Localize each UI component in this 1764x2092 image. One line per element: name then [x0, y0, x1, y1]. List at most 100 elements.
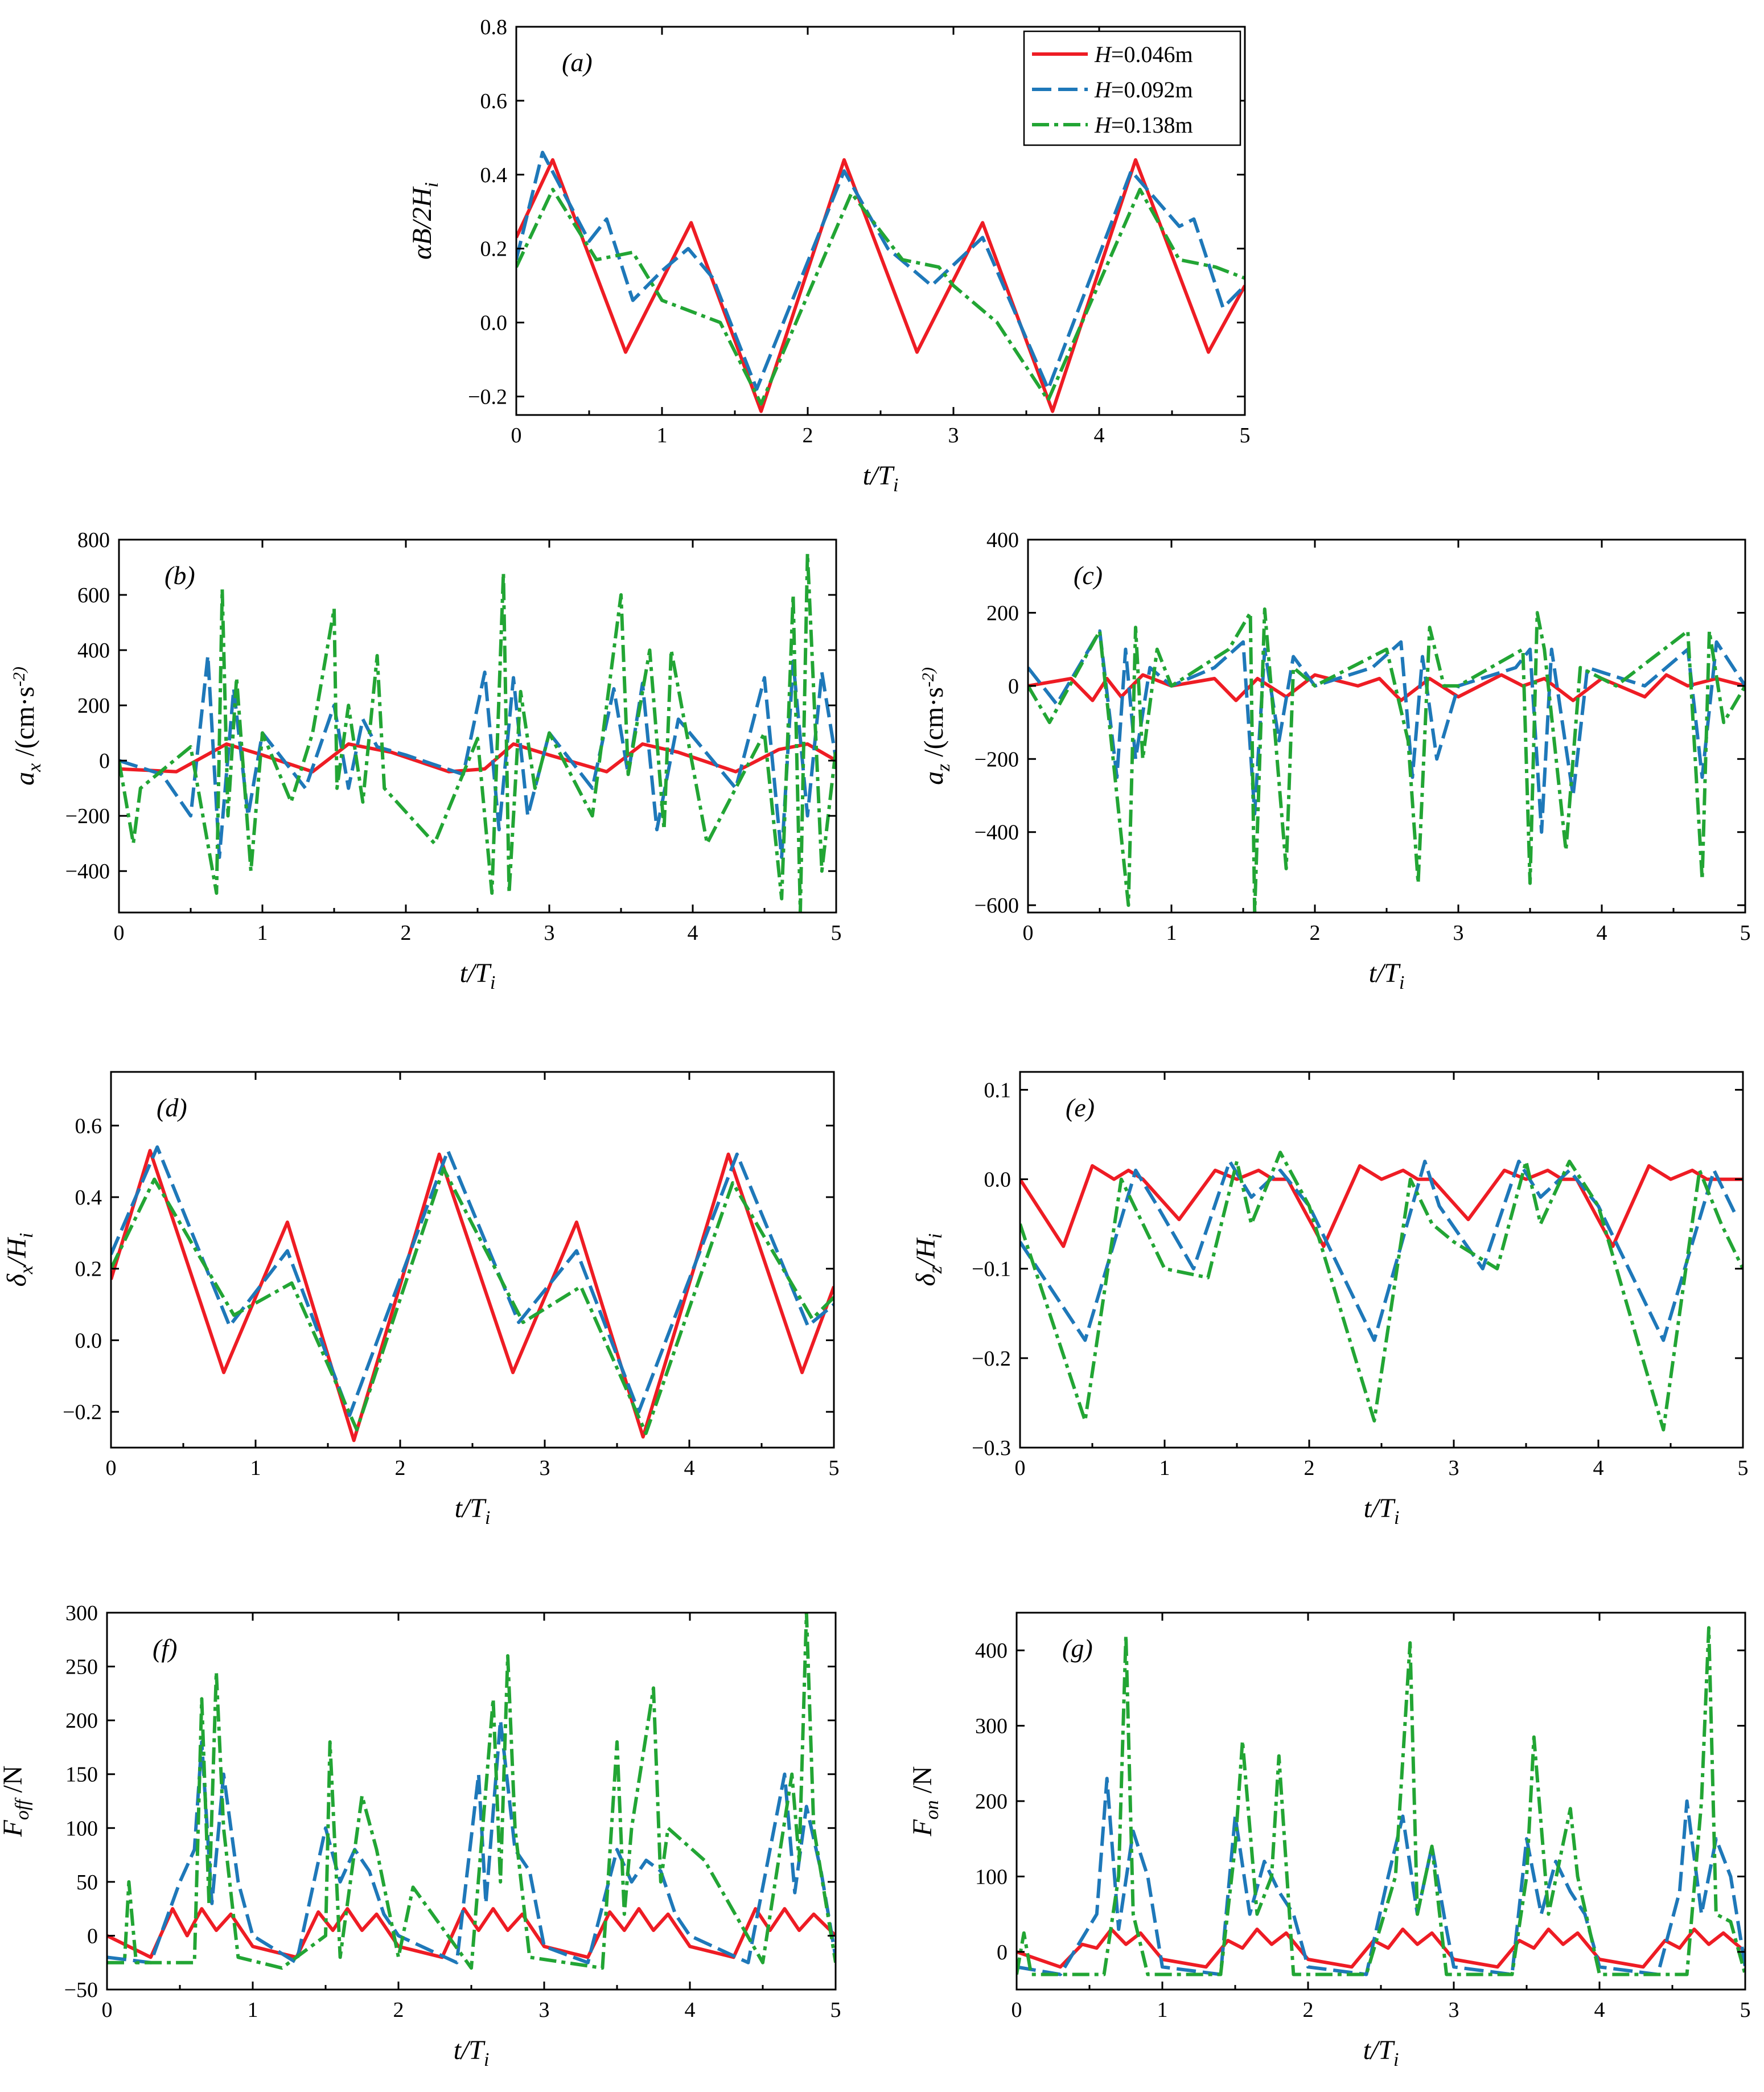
y-tick-label-d: 0.2: [75, 1257, 102, 1281]
y-tick-label-b: −200: [65, 804, 110, 828]
y-axis-label-g: Fon /N: [907, 1766, 943, 1836]
y-tick-label-d: 0.0: [75, 1329, 102, 1353]
x-tick-label-g: 2: [1303, 1998, 1314, 2022]
series-line-c-3: [1028, 607, 1745, 913]
x-tick-label-a: 3: [948, 424, 959, 447]
x-tick-label-f: 5: [830, 1998, 841, 2022]
x-tick-label-e: 5: [1738, 1456, 1749, 1480]
y-tick-label-g: 100: [975, 1865, 1008, 1889]
y-tick-label-f: 0: [87, 1924, 98, 1948]
series-line-b-2: [119, 654, 836, 859]
x-tick-label-f: 4: [685, 1998, 696, 2022]
x-tick-label-d: 3: [540, 1456, 550, 1480]
y-axis-label-e: δz/Hi: [911, 1234, 946, 1287]
series-line-g-2: [1017, 1777, 1745, 1976]
panel-d: 0 1 2 3 4 5 −0.2 0.0 0.2 0.4 0.6 (d) t/Ti δx/Hi: [2, 1071, 840, 1528]
series-line-a-2: [516, 150, 1245, 391]
y-tick-label-c: −600: [974, 894, 1019, 918]
panel-c: 0 1 2 3 4 5 −600 −400 −200 0 200 400 (c) t/Ti az /(cm·…: [919, 528, 1751, 993]
legend-label-1: H=0.046m: [1094, 42, 1193, 67]
y-axis-label-f: Foff /N: [0, 1765, 33, 1837]
series-line-f-2: [107, 1719, 836, 1964]
x-tick-label-g: 4: [1594, 1998, 1605, 2022]
series-line-d-1: [111, 1149, 834, 1442]
panel-a: 0 1 2 3 4 5 −0.2 0.0 0.2 0.4 0.6 0.8 (a) t/Ti αB/2Hi H=…: [407, 15, 1251, 496]
panel-label-f: (f): [153, 1634, 177, 1663]
x-tick-label-c: 4: [1597, 921, 1607, 945]
legend-label-2: H=0.092m: [1094, 77, 1193, 102]
x-tick-label-g: 3: [1449, 1998, 1459, 2022]
y-tick-label-c: 400: [986, 528, 1019, 552]
y-tick-label-f: 250: [65, 1655, 98, 1679]
x-tick-label-d: 2: [395, 1456, 406, 1480]
y-tick-label-c: −400: [974, 821, 1019, 845]
y-tick-label-b: 600: [77, 583, 110, 607]
panel-label-g: (g): [1062, 1634, 1093, 1663]
series-line-b-1: [119, 742, 836, 774]
y-tick-label-e: −0.3: [972, 1436, 1011, 1460]
x-tick-label-c: 2: [1310, 921, 1321, 945]
x-tick-label-f: 2: [393, 1998, 404, 2022]
y-tick-label-g: 400: [975, 1639, 1008, 1663]
y-axis-label-c: az /(cm·s-2): [919, 667, 954, 785]
y-tick-label-d: −0.2: [63, 1400, 102, 1424]
x-tick-label-b: 3: [544, 921, 555, 945]
plot-frame-e: [1019, 1071, 1744, 1449]
x-axis-label-e: t/Ti: [1364, 1493, 1400, 1528]
x-axis-label-c: t/Ti: [1369, 958, 1405, 993]
panel-g: 0 1 2 3 4 5 0 100 200 300 400 (g) t/Ti Fon /N: [907, 1612, 1751, 2070]
x-tick-label-a: 5: [1240, 424, 1251, 447]
x-tick-label-d: 0: [106, 1456, 117, 1480]
x-tick-label-g: 0: [1011, 1998, 1022, 2022]
panel-label-b: (b): [165, 561, 195, 590]
y-tick-label-f: 100: [65, 1816, 98, 1840]
x-tick-label-e: 2: [1304, 1456, 1315, 1480]
x-tick-label-c: 1: [1166, 921, 1177, 945]
x-tick-label-c: 0: [1023, 921, 1034, 945]
x-tick-label-f: 0: [102, 1998, 113, 2022]
y-tick-label-g: 200: [975, 1790, 1008, 1814]
plot-frame-d: [110, 1071, 835, 1449]
y-tick-label-b: 800: [77, 528, 110, 552]
x-tick-label-b: 4: [688, 921, 698, 945]
panel-label-d: (d): [157, 1093, 187, 1122]
plot-frame-f: [106, 1612, 837, 1991]
y-tick-label-g: 300: [975, 1715, 1008, 1738]
x-axis-label-d: t/Ti: [455, 1493, 491, 1528]
series-line-g-3: [1017, 1626, 1745, 1976]
y-tick-label-f: 300: [65, 1601, 98, 1625]
panel-label-c: (c): [1074, 561, 1103, 590]
x-tick-label-d: 1: [250, 1456, 261, 1480]
x-tick-label-e: 3: [1449, 1456, 1459, 1480]
y-tick-label-a: 0.8: [480, 15, 508, 39]
y-tick-label-a: 0.0: [480, 311, 508, 335]
x-tick-label-b: 1: [257, 921, 268, 945]
x-tick-label-a: 2: [803, 424, 813, 447]
plot-frame-c: [1027, 539, 1746, 914]
x-axis-label-b: t/Ti: [460, 958, 496, 993]
x-tick-label-a: 1: [657, 424, 668, 447]
panel-b: 0 1 2 3 4 5 −400 −200 0 200 400 600 800 (b) t/Ti ax /(c…: [10, 528, 842, 993]
series-line-b-3: [119, 552, 836, 913]
x-tick-label-a: 4: [1094, 424, 1105, 447]
y-tick-label-b: −400: [65, 860, 110, 883]
legend: H=0.046m H=0.092m H=0.138m: [1023, 30, 1241, 146]
x-tick-label-d: 5: [829, 1456, 840, 1480]
series-line-d-2: [111, 1145, 834, 1417]
y-tick-label-g: 0: [997, 1941, 1008, 1964]
x-tick-label-g: 1: [1157, 1998, 1168, 2022]
y-tick-label-f: −50: [64, 1978, 98, 2002]
y-tick-label-b: 0: [99, 749, 110, 773]
y-tick-label-e: 0.0: [984, 1168, 1011, 1192]
series-line-e-3: [1020, 1150, 1743, 1432]
x-axis-label-g: t/Ti: [1363, 2035, 1399, 2070]
y-tick-label-a: −0.2: [468, 385, 507, 409]
x-tick-label-f: 1: [248, 1998, 258, 2022]
x-axis-label-a: t/Ti: [863, 461, 899, 496]
series-line-f-3: [107, 1613, 836, 1970]
y-tick-label-f: 200: [65, 1709, 98, 1733]
x-tick-label-d: 4: [684, 1456, 695, 1480]
x-tick-label-c: 5: [1740, 921, 1751, 945]
